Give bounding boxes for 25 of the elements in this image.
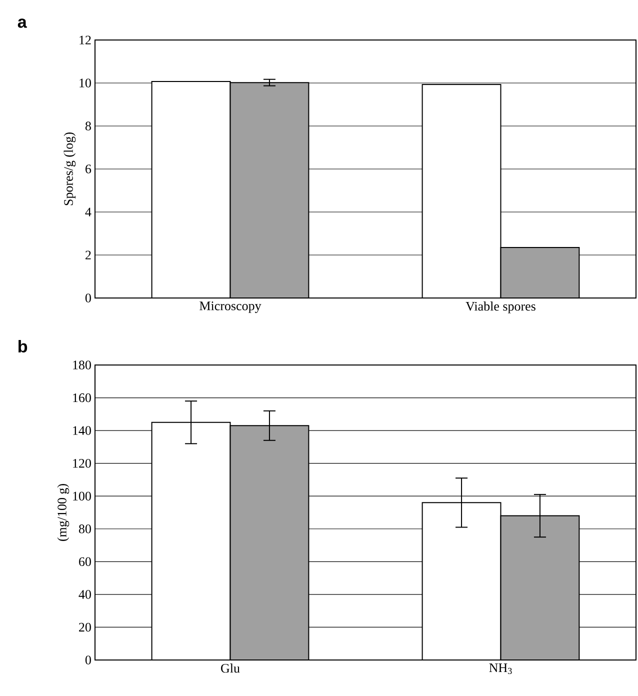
x-tick-label: Viable spores (466, 302, 536, 314)
y-tick-label: 120 (73, 458, 91, 468)
y-tick-label: 80 (78, 524, 91, 534)
y-tick-label: 0 (85, 294, 91, 302)
y-tick-label: 8 (85, 122, 91, 130)
y-tick-label: 2 (86, 250, 91, 260)
x-tick-label: Microscopy (200, 302, 262, 313)
y-tick-label: 180 (73, 360, 91, 370)
y-tick-label: 160 (73, 393, 91, 402)
y-axis-title: (mg/100 g) (57, 484, 70, 541)
y-tick-label: 10 (80, 78, 91, 88)
x-tick-label: NH$_{3}$ (489, 664, 512, 674)
y-axis-title: Spores/g (log) (64, 132, 76, 206)
y-tick-label: 20 (79, 622, 91, 632)
y-tick-label: 6 (86, 164, 92, 174)
chart-title: a (18, 18, 27, 28)
y-tick-label: 4 (85, 208, 92, 216)
y-tick-label: 12 (80, 36, 91, 44)
y-tick-label: 40 (78, 590, 91, 599)
y-tick-label: 100 (73, 492, 91, 500)
x-tick-label: Glu (221, 664, 240, 673)
y-tick-label: 0 (85, 656, 91, 664)
chart-title: b (18, 340, 28, 353)
y-tick-label: 60 (79, 557, 91, 566)
y-tick-label: 140 (73, 426, 91, 435)
